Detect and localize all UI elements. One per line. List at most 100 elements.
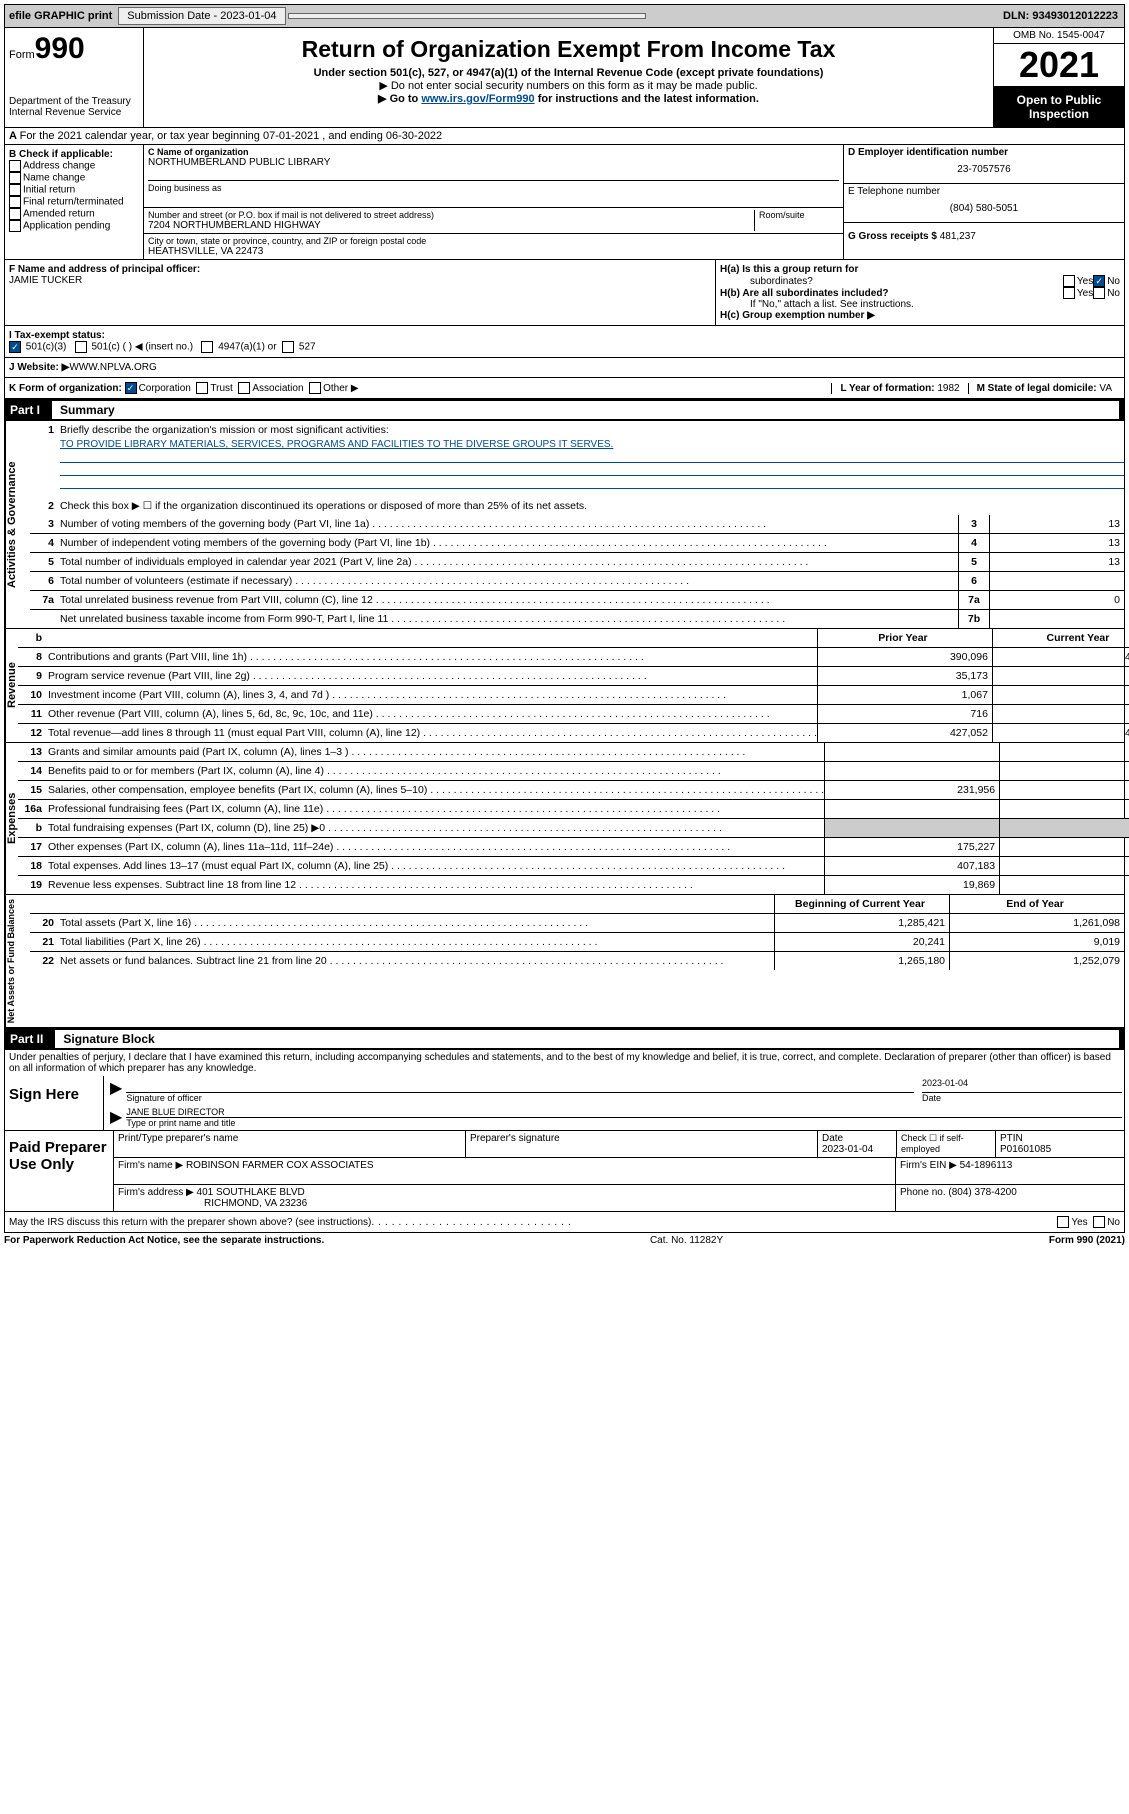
i-4947-checkbox[interactable]	[201, 341, 213, 353]
blank-button[interactable]	[288, 13, 646, 19]
open-public-badge: Open to Public Inspection	[994, 87, 1124, 127]
row-prior	[824, 743, 999, 761]
summary-row: 7a Total unrelated business revenue from…	[30, 591, 1124, 610]
row-val: 13	[990, 553, 1124, 571]
row-desc: Salaries, other compensation, employee b…	[48, 782, 824, 798]
row-1-num: 1	[30, 424, 60, 436]
chk-amended[interactable]: Amended return	[9, 208, 139, 220]
column-c-org-info: C Name of organization NORTHUMBERLAND PU…	[144, 145, 843, 259]
chk-label-2: Initial return	[23, 185, 75, 196]
sign-here-row: Sign Here ▶ Signature of officer 2023-01…	[5, 1076, 1124, 1130]
k-other-checkbox[interactable]	[309, 382, 321, 394]
sign-here-fields: ▶ Signature of officer 2023-01-04 Date ▶…	[103, 1076, 1124, 1130]
sig-officer-field[interactable]	[126, 1078, 914, 1093]
signature-declaration: Under penalties of perjury, I declare th…	[5, 1050, 1124, 1076]
rev-hdr-blank	[48, 636, 817, 640]
ha-no-checkbox[interactable]: ✓	[1093, 275, 1105, 287]
form-word: Form	[9, 49, 35, 61]
paid-row-3: Firm's address ▶ 401 SOUTHLAKE BLVD RICH…	[114, 1185, 1124, 1211]
sig-officer-label: Signature of officer	[126, 1093, 914, 1103]
na-col-headers: Beginning of Current Year End of Year	[30, 895, 1124, 914]
summary-row: 12 Total revenue—add lines 8 through 11 …	[18, 724, 1129, 742]
box-f-officer: F Name and address of principal officer:…	[5, 260, 716, 325]
sig-name-line: ▶ JANE BLUE DIRECTOR Type or print name …	[104, 1105, 1124, 1130]
sign-here-label: Sign Here	[5, 1076, 103, 1130]
chk-final-return[interactable]: Final return/terminated	[9, 196, 139, 208]
row-val	[990, 610, 1124, 628]
row-num: 9	[18, 670, 48, 682]
org-name-cell: C Name of organization NORTHUMBERLAND PU…	[144, 145, 843, 208]
room-label: Room/suite	[759, 210, 839, 220]
i-opt3: 4947(a)(1) or	[218, 342, 276, 353]
row-desc: Total number of volunteers (estimate if …	[60, 573, 958, 589]
preparer-sig-label: Preparer's signature	[466, 1131, 818, 1157]
row-desc: Grants and similar amounts paid (Part IX…	[48, 744, 824, 760]
ein-value: 23-7057576	[848, 158, 1120, 181]
summary-row: 17 Other expenses (Part IX, column (A), …	[18, 838, 1129, 857]
row-f-h: F Name and address of principal officer:…	[4, 260, 1125, 326]
firm-phone-label: Phone no.	[900, 1187, 946, 1198]
row-num: b	[18, 822, 48, 834]
irs-link[interactable]: www.irs.gov/Form990	[421, 93, 534, 105]
may-irs-discuss-row: May the IRS discuss this return with the…	[4, 1212, 1125, 1233]
ptin-value: P01601085	[1000, 1144, 1120, 1155]
submission-date-button[interactable]: Submission Date - 2023-01-04	[118, 7, 285, 25]
self-employed-cell[interactable]: Check ☐ if self-employed	[897, 1131, 996, 1157]
row-desc: Number of voting members of the governin…	[60, 516, 958, 532]
row-desc: Benefits paid to or for members (Part IX…	[48, 763, 824, 779]
arrow-icon-2: ▶	[106, 1107, 126, 1128]
i-527-checkbox[interactable]	[282, 341, 294, 353]
i-501c-checkbox[interactable]	[75, 341, 87, 353]
may-irs-no: No	[1107, 1217, 1120, 1228]
summary-row: 6 Total number of volunteers (estimate i…	[30, 572, 1124, 591]
line-a-tax-year: A For the 2021 calendar year, or tax yea…	[4, 128, 1125, 145]
summary-row: b Total fundraising expenses (Part IX, c…	[18, 819, 1129, 838]
chk-label-1: Name change	[23, 173, 85, 184]
k-trust-checkbox[interactable]	[196, 382, 208, 394]
k-corp-checkbox[interactable]: ✓	[125, 382, 137, 394]
k-assoc-checkbox[interactable]	[238, 382, 250, 394]
rev-body: b Prior Year Current Year 8 Contribution…	[18, 629, 1129, 742]
row-current: 42,565	[992, 667, 1129, 685]
chk-name-change[interactable]: Name change	[9, 172, 139, 184]
summary-row: 11 Other revenue (Part VIII, column (A),…	[18, 705, 1129, 724]
goto-note: ▶ Go to www.irs.gov/Form990 for instruct…	[148, 92, 989, 105]
row-j-website: J Website: ▶ WWW.NPLVA.ORG	[4, 358, 1125, 378]
may-irs-yes-checkbox[interactable]	[1057, 1216, 1069, 1228]
summary-row: 13 Grants and similar amounts paid (Part…	[18, 743, 1129, 762]
i-501c3-checkbox[interactable]: ✓	[9, 341, 21, 353]
may-irs-no-checkbox[interactable]	[1093, 1216, 1105, 1228]
row-num: 20	[30, 917, 60, 929]
chk-initial-return[interactable]: Initial return	[9, 184, 139, 196]
summary-row: 20 Total assets (Part X, line 16) 1,285,…	[30, 914, 1124, 933]
row-current: -2,558	[992, 705, 1129, 723]
ha-yes-checkbox[interactable]	[1063, 275, 1075, 287]
row-current: 23,613	[999, 876, 1129, 894]
hb-no-checkbox[interactable]	[1093, 287, 1105, 299]
l-label: L Year of formation:	[840, 383, 934, 394]
summary-row: 21 Total liabilities (Part X, line 26) 2…	[30, 933, 1124, 952]
row-prior: 407,183	[824, 857, 999, 875]
row-current: 249,941	[999, 781, 1129, 799]
vtab-net-assets: Net Assets or Fund Balances	[5, 895, 30, 1027]
paid-preparer-block: Paid Preparer Use Only Print/Type prepar…	[4, 1131, 1125, 1212]
firm-ein-cell: Firm's EIN ▶ 54-1896113	[896, 1158, 1124, 1184]
vtab-activities: Activities & Governance	[5, 421, 30, 628]
hb-yes-checkbox[interactable]	[1063, 287, 1075, 299]
revenue-section: Revenue b Prior Year Current Year 8 Cont…	[4, 629, 1125, 743]
row-prior: 231,956	[824, 781, 999, 799]
row-num: 15	[18, 784, 48, 796]
chk-address-change[interactable]: Address change	[9, 160, 139, 172]
prior-year-header: Prior Year	[817, 629, 992, 647]
row-val: 13	[990, 534, 1124, 552]
row-prior: 1,285,421	[774, 914, 949, 932]
summary-row: 16a Professional fundraising fees (Part …	[18, 800, 1129, 819]
row-desc: Net assets or fund balances. Subtract li…	[60, 953, 774, 969]
net-assets-section: Net Assets or Fund Balances Beginning of…	[4, 895, 1125, 1028]
footer-form: Form 990 (2021)	[1049, 1235, 1125, 1246]
row-current: 717	[992, 686, 1129, 704]
k-assoc: Association	[252, 383, 303, 394]
row-i-tax-status: I Tax-exempt status: ✓ 501(c)(3) 501(c) …	[4, 326, 1125, 358]
mission-text-block: TO PROVIDE LIBRARY MATERIALS, SERVICES, …	[30, 439, 1124, 489]
chk-app-pending[interactable]: Application pending	[9, 220, 139, 232]
